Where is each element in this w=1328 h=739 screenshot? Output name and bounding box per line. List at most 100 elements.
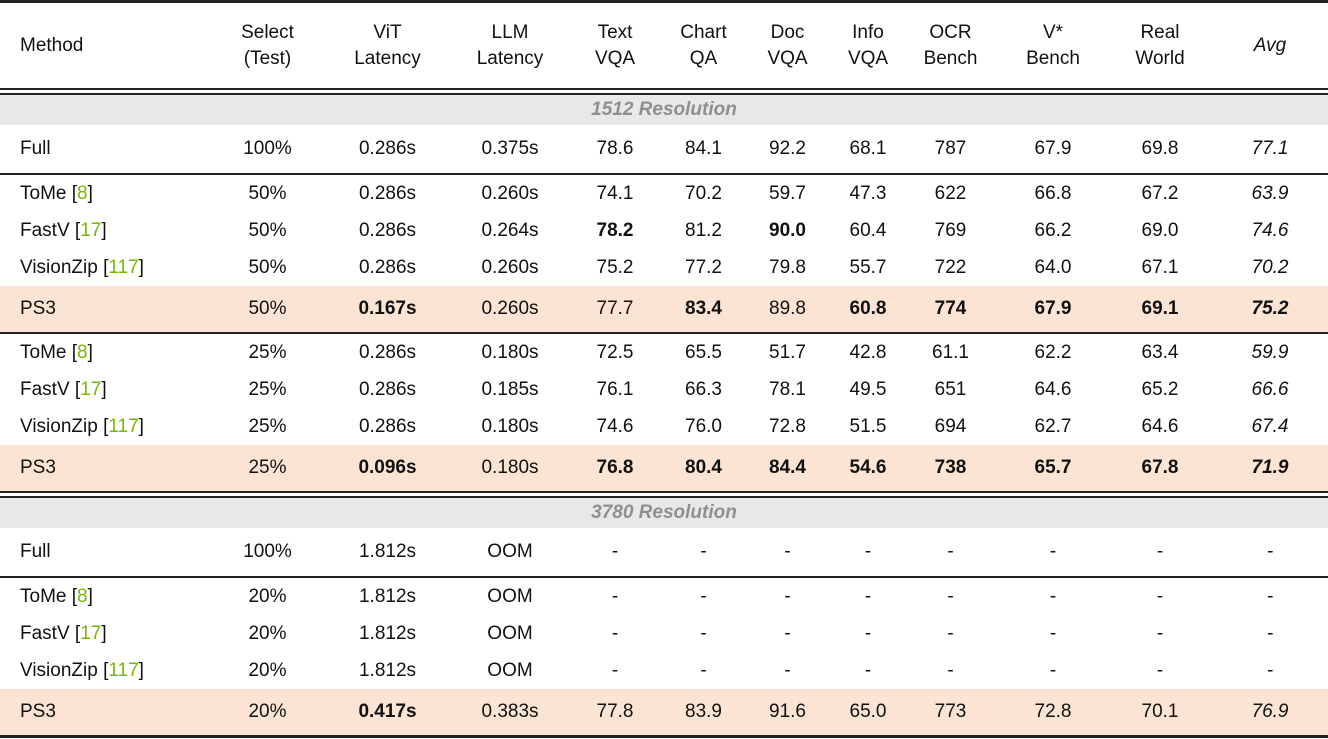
cell-doc_vqa: 78.1	[769, 379, 806, 400]
table-row-visionzip-20pct: VisionZip [117] 20% 1.812s OOM - - - - - - - -	[0, 652, 1328, 689]
column-header-label: Bench	[923, 47, 978, 69]
cell-info_vqa: 68.1	[849, 138, 887, 159]
citation-link[interactable]: 8	[77, 183, 88, 204]
citation-link[interactable]: 8	[77, 586, 88, 607]
cell-doc_vqa: 89.8	[769, 298, 806, 319]
citation-link[interactable]: 17	[80, 220, 102, 241]
cell-avg: 74.6	[1251, 220, 1289, 241]
section-title: 1512 Resolution	[591, 99, 737, 120]
cell-real_world: -	[1156, 623, 1164, 644]
citation-bracket: ]	[138, 660, 144, 681]
citation-bracket: [	[97, 257, 109, 278]
cell-llm_latency: 0.260s	[481, 298, 539, 319]
table-bottom-rule	[0, 735, 1328, 738]
cell-vit_latency: 1.812s	[358, 660, 417, 681]
cell-llm_latency: 0.383s	[481, 701, 539, 722]
cell-real_world: 67.8	[1141, 457, 1179, 478]
method-label: VisionZip	[20, 660, 98, 681]
cell-select_test: 20%	[248, 586, 287, 607]
cell-llm_latency: 0.375s	[481, 138, 539, 159]
cell-real_world: 67.2	[1141, 183, 1179, 204]
cell-llm_latency: OOM	[487, 623, 533, 644]
cell-ocr_bench: 651	[934, 379, 967, 400]
cell-info_vqa: 60.8	[849, 298, 887, 319]
citation-link[interactable]: 117	[108, 660, 139, 681]
citation-bracket: ]	[87, 183, 93, 204]
cell-ocr_bench: -	[947, 660, 954, 681]
citation-bracket: ]	[138, 257, 144, 278]
cell-llm_latency: 0.260s	[481, 257, 539, 278]
method-label: Full	[20, 541, 51, 562]
cell-doc_vqa: -	[784, 623, 791, 644]
cell-real_world: 69.1	[1141, 298, 1179, 319]
cell-ocr_bench: -	[947, 586, 954, 607]
cell-method: ToMe [8]	[0, 334, 215, 371]
cell-method: FastV [17]	[0, 371, 215, 408]
cell-method: VisionZip [117]	[0, 408, 215, 445]
cell-v_star_bench: 64.0	[1034, 257, 1072, 278]
table-row-fastv-20pct: FastV [17] 20% 1.812s OOM - - - - - - - -	[0, 615, 1328, 652]
cell-real_world: 69.0	[1141, 220, 1179, 241]
method-label: VisionZip	[20, 416, 98, 437]
cell-doc_vqa: 92.2	[769, 138, 806, 159]
cell-doc_vqa: 72.8	[769, 416, 806, 437]
cell-v_star_bench: -	[1049, 660, 1057, 681]
cell-avg: 75.2	[1251, 298, 1289, 319]
column-header-label: QA	[689, 47, 718, 69]
citation-link[interactable]: 117	[108, 416, 139, 437]
cell-select_test: 25%	[248, 416, 287, 437]
cell-ocr_bench: 774	[934, 298, 967, 319]
cell-text_vqa: -	[611, 541, 619, 562]
cell-info_vqa: 54.6	[849, 457, 887, 478]
citation-bracket: ]	[101, 220, 107, 241]
table-row-fastv-25pct: FastV [17] 25% 0.286s 0.185s 76.1 66.3 78.1 49.…	[0, 371, 1328, 408]
table-top-rule	[0, 0, 1328, 3]
citation-link[interactable]: 17	[80, 379, 102, 400]
cell-v_star_bench: -	[1049, 541, 1057, 562]
table-row-ps3-20pct: PS3 20% 0.417s 0.383s 77.8 83.9 91.6 65.0 773 72.…	[0, 689, 1328, 735]
column-header-label: Select	[241, 21, 294, 43]
cell-text_vqa: 77.8	[596, 701, 634, 722]
citation-bracket: ]	[87, 586, 93, 607]
cell-ocr_bench: 61.1	[932, 342, 969, 363]
cell-chart_qa: 66.3	[685, 379, 722, 400]
cell-chart_qa: 80.4	[685, 457, 722, 478]
cell-select_test: 50%	[248, 257, 287, 278]
column-header-label: World	[1135, 47, 1185, 69]
cell-doc_vqa: 59.7	[769, 183, 806, 204]
citation-bracket: [	[66, 183, 78, 204]
cell-doc_vqa: -	[784, 660, 791, 681]
cell-chart_qa: 76.0	[685, 416, 722, 437]
citation-link[interactable]: 17	[80, 623, 102, 644]
column-header-label: Info	[852, 21, 884, 43]
cell-chart_qa: -	[700, 541, 707, 562]
cell-avg: 76.9	[1251, 701, 1289, 722]
cell-llm_latency: OOM	[487, 541, 533, 562]
column-header-label: Text	[597, 21, 633, 43]
cell-vit_latency: 0.286s	[358, 342, 417, 363]
column-header-v_star_bench: V* Bench	[998, 20, 1108, 72]
cell-info_vqa: 49.5	[849, 379, 887, 400]
cell-text_vqa: 74.6	[596, 416, 634, 437]
cell-text_vqa: 75.2	[596, 257, 634, 278]
citation-bracket: ]	[101, 623, 107, 644]
citation-link[interactable]: 8	[77, 342, 88, 363]
cell-avg: 70.2	[1251, 257, 1289, 278]
citation-bracket: ]	[87, 342, 93, 363]
cell-vit_latency: 1.812s	[358, 541, 417, 562]
table-row-ps3-50pct: PS3 50% 0.167s 0.260s 77.7 83.4 89.8 60.8 774 67.…	[0, 286, 1328, 332]
cell-vit_latency: 0.286s	[358, 257, 417, 278]
citation-bracket: [	[66, 586, 78, 607]
column-header-chart_qa: Chart QA	[665, 20, 742, 72]
cell-select_test: 100%	[243, 138, 292, 159]
column-header-label: LLM	[491, 21, 529, 43]
column-header-label: OCR	[929, 21, 972, 43]
column-header-label: (Test)	[243, 47, 292, 69]
citation-bracket: [	[97, 660, 109, 681]
column-header-method: Method	[0, 33, 215, 59]
group-separator-rule	[0, 576, 1328, 578]
column-header-label: VQA	[847, 47, 889, 69]
column-header-text_vqa: Text VQA	[565, 20, 665, 72]
cell-v_star_bench: 62.2	[1034, 342, 1072, 363]
citation-link[interactable]: 117	[108, 257, 139, 278]
